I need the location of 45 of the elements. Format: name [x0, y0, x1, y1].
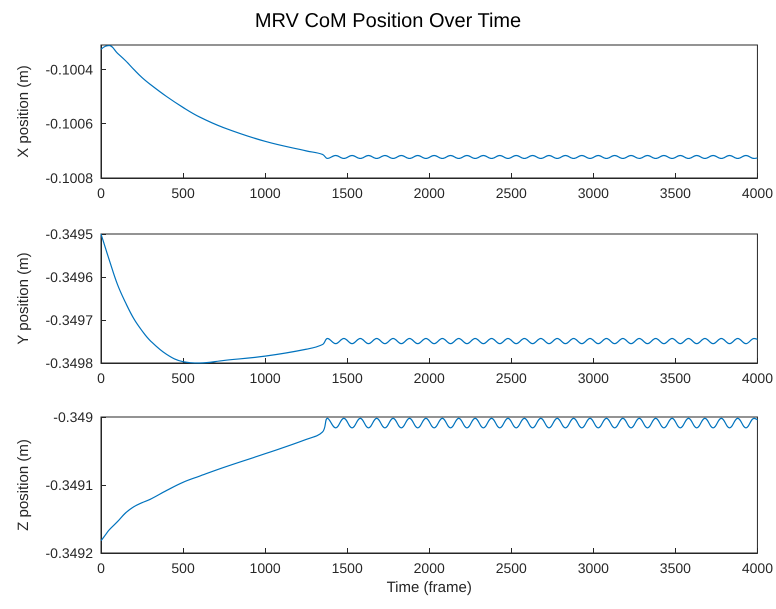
x-tick-label: 500 [171, 370, 195, 386]
x-tick-label: 3000 [578, 370, 610, 386]
y-tick-label: -0.3497 [46, 312, 94, 328]
x-tick-label: 1000 [250, 560, 281, 576]
chart-title: MRV CoM Position Over Time [254, 10, 522, 32]
line-series [100, 233, 758, 364]
x-tick-label: 2500 [496, 560, 528, 576]
x-tick-label: 2500 [496, 185, 528, 201]
x-tick-label: 1000 [250, 370, 281, 386]
x-tick-label: 4000 [742, 560, 774, 576]
y-tick-label: -0.3496 [46, 269, 94, 285]
y-tick-label: -0.3491 [46, 477, 94, 493]
x-tick-label: 2500 [496, 370, 528, 386]
x-tick-label: 3500 [660, 370, 692, 386]
y-tick-label: -0.349 [53, 409, 94, 425]
x-tick-label: 500 [171, 185, 195, 201]
y-axis-title: Z position (m) [15, 439, 32, 531]
x-tick-label: 2000 [414, 370, 445, 386]
x-tick-label: 2000 [414, 560, 445, 576]
x-tick-label: 0 [97, 185, 106, 201]
x-tick-label: 3000 [578, 560, 610, 576]
x-tick-label: 3500 [660, 185, 692, 201]
x-axis-title: Time (frame) [386, 578, 472, 596]
y-tick-label: -0.1008 [46, 170, 94, 186]
x-tick-label: 0 [97, 370, 106, 386]
x-tick-label: 1500 [332, 370, 363, 386]
line-series [100, 44, 758, 160]
x-tick-label: 3000 [578, 185, 610, 201]
x-tick-label: 1500 [332, 560, 363, 576]
y-tick-label: -0.1004 [46, 61, 94, 78]
y-tick-label: -0.3495 [46, 226, 94, 242]
y-tick-label: -0.3498 [46, 355, 94, 371]
x-tick-label: 4000 [742, 370, 774, 386]
x-tick-label: 1500 [332, 185, 363, 201]
y-axis-title: X position (m) [15, 65, 32, 158]
x-tick-label: 4000 [742, 185, 774, 201]
y-axis-title: Y position (m) [15, 252, 32, 345]
x-tick-label: 2000 [414, 185, 445, 201]
x-tick-label: 0 [97, 560, 106, 576]
y-tick-label: -0.1006 [46, 116, 94, 132]
y-tick-label: -0.3492 [46, 545, 94, 561]
x-tick-label: 500 [171, 560, 195, 576]
x-tick-label: 3500 [660, 560, 692, 576]
line-series [100, 418, 758, 542]
x-tick-label: 1000 [250, 185, 281, 201]
